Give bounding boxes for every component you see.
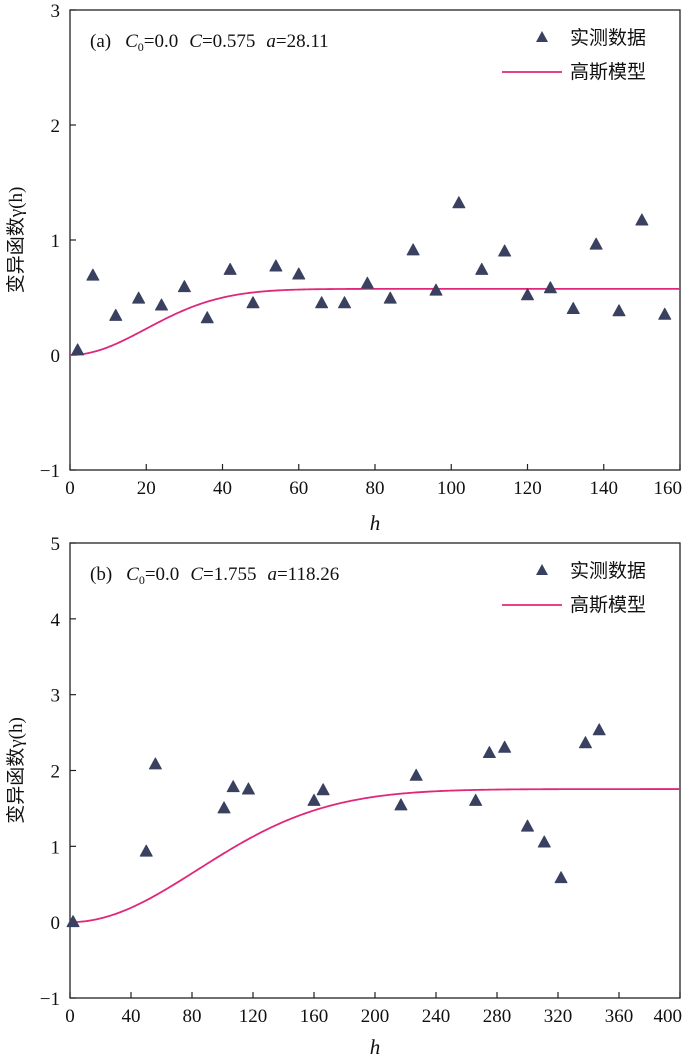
- data-point: [566, 302, 580, 314]
- data-point: [86, 268, 100, 281]
- chart-panel-b: 0 40 80 120 160 200 240 280 320 360 400−1012345h变异…: [5, 534, 682, 1059]
- x-tick-label: 400: [654, 1006, 683, 1027]
- x-tick-label: 40: [122, 1006, 141, 1027]
- data-point: [409, 768, 423, 781]
- x-axis-label: h: [370, 1035, 381, 1059]
- data-point: [217, 801, 231, 814]
- x-tick-label: 40: [213, 478, 232, 499]
- x-tick-label: 240: [422, 1006, 451, 1027]
- model-parameters: (b) C0=0.0 C=1.755 a=118.26: [90, 564, 339, 587]
- x-tick-label: 100: [437, 478, 466, 499]
- data-point: [452, 196, 466, 209]
- data-point: [360, 276, 374, 289]
- data-point: [482, 746, 496, 759]
- data-point: [226, 780, 240, 793]
- model-parameters: (a) C0=0.0 C=0.575 a=28.11: [90, 31, 329, 54]
- y-tick-label: 1: [51, 837, 61, 858]
- x-axis-label: h: [370, 511, 381, 535]
- y-tick-label: 4: [51, 610, 61, 631]
- x-tick-label: 140: [590, 478, 619, 499]
- x-tick-label: 80: [183, 1006, 202, 1027]
- y-tick-label: 0: [51, 346, 61, 367]
- data-point: [383, 291, 397, 304]
- data-point: [612, 304, 626, 317]
- legend-marker-points: [536, 564, 548, 575]
- data-point: [316, 783, 330, 796]
- data-point: [200, 311, 214, 324]
- y-tick-label: 3: [51, 686, 61, 707]
- legend-label-model: 高斯模型: [570, 594, 646, 616]
- data-point: [132, 291, 146, 304]
- data-point: [498, 244, 512, 257]
- legend-label-model: 高斯模型: [570, 61, 646, 83]
- data-point: [475, 262, 489, 275]
- data-point: [658, 307, 672, 320]
- x-tick-label: 200: [361, 1006, 390, 1027]
- data-point: [521, 819, 534, 832]
- y-tick-label: 5: [51, 534, 61, 555]
- y-tick-label: 2: [51, 762, 61, 783]
- data-point: [177, 280, 191, 293]
- x-tick-label: 280: [483, 1006, 512, 1027]
- y-tick-label: 3: [51, 1, 61, 22]
- data-point: [315, 296, 329, 309]
- data-point: [469, 793, 483, 806]
- data-point: [66, 915, 80, 928]
- data-point: [71, 343, 85, 356]
- y-tick-label: 0: [51, 913, 61, 934]
- y-axis-label: 变异函数γ(h): [5, 187, 27, 294]
- data-point: [554, 871, 568, 884]
- x-tick-label: 0: [65, 1006, 75, 1027]
- legend-marker-points: [536, 31, 548, 42]
- gaussian-model-line: [69, 287, 680, 356]
- data-point: [223, 262, 237, 275]
- data-point: [148, 757, 162, 770]
- x-tick-label: 60: [289, 478, 308, 499]
- data-point: [394, 798, 408, 811]
- data-point: [241, 782, 255, 795]
- data-point: [109, 308, 123, 321]
- data-point: [543, 281, 557, 294]
- x-tick-label: 320: [544, 1006, 573, 1027]
- data-point: [589, 237, 603, 250]
- x-tick-label: 160: [654, 478, 683, 499]
- x-tick-label: 20: [137, 478, 156, 499]
- data-point: [537, 835, 551, 848]
- data-point: [307, 793, 321, 806]
- x-tick-label: 0: [65, 478, 75, 499]
- y-tick-label: 2: [51, 116, 61, 137]
- data-point: [292, 267, 306, 280]
- y-tick-label: −1: [40, 461, 60, 482]
- legend-label-points: 实测数据: [570, 27, 646, 49]
- data-point: [635, 213, 649, 226]
- legend-label-points: 实测数据: [570, 560, 646, 582]
- data-point: [498, 740, 512, 753]
- data-point: [429, 283, 443, 296]
- data-point: [521, 288, 534, 301]
- x-tick-label: 120: [239, 1006, 268, 1027]
- data-point: [592, 723, 606, 736]
- data-point: [139, 844, 153, 857]
- data-point: [338, 296, 351, 309]
- x-tick-label: 160: [300, 1006, 329, 1027]
- x-tick-label: 80: [366, 478, 385, 499]
- data-point: [578, 736, 592, 749]
- data-point: [269, 259, 283, 272]
- data-point: [246, 296, 260, 309]
- x-tick-label: 120: [513, 478, 542, 499]
- gaussian-model-line: [69, 788, 680, 924]
- y-tick-label: 1: [51, 231, 61, 252]
- x-tick-label: 360: [605, 1006, 634, 1027]
- data-point: [155, 298, 168, 311]
- y-axis-label: 变异函数γ(h): [5, 717, 27, 824]
- y-tick-label: −1: [40, 989, 60, 1010]
- data-point: [406, 243, 420, 256]
